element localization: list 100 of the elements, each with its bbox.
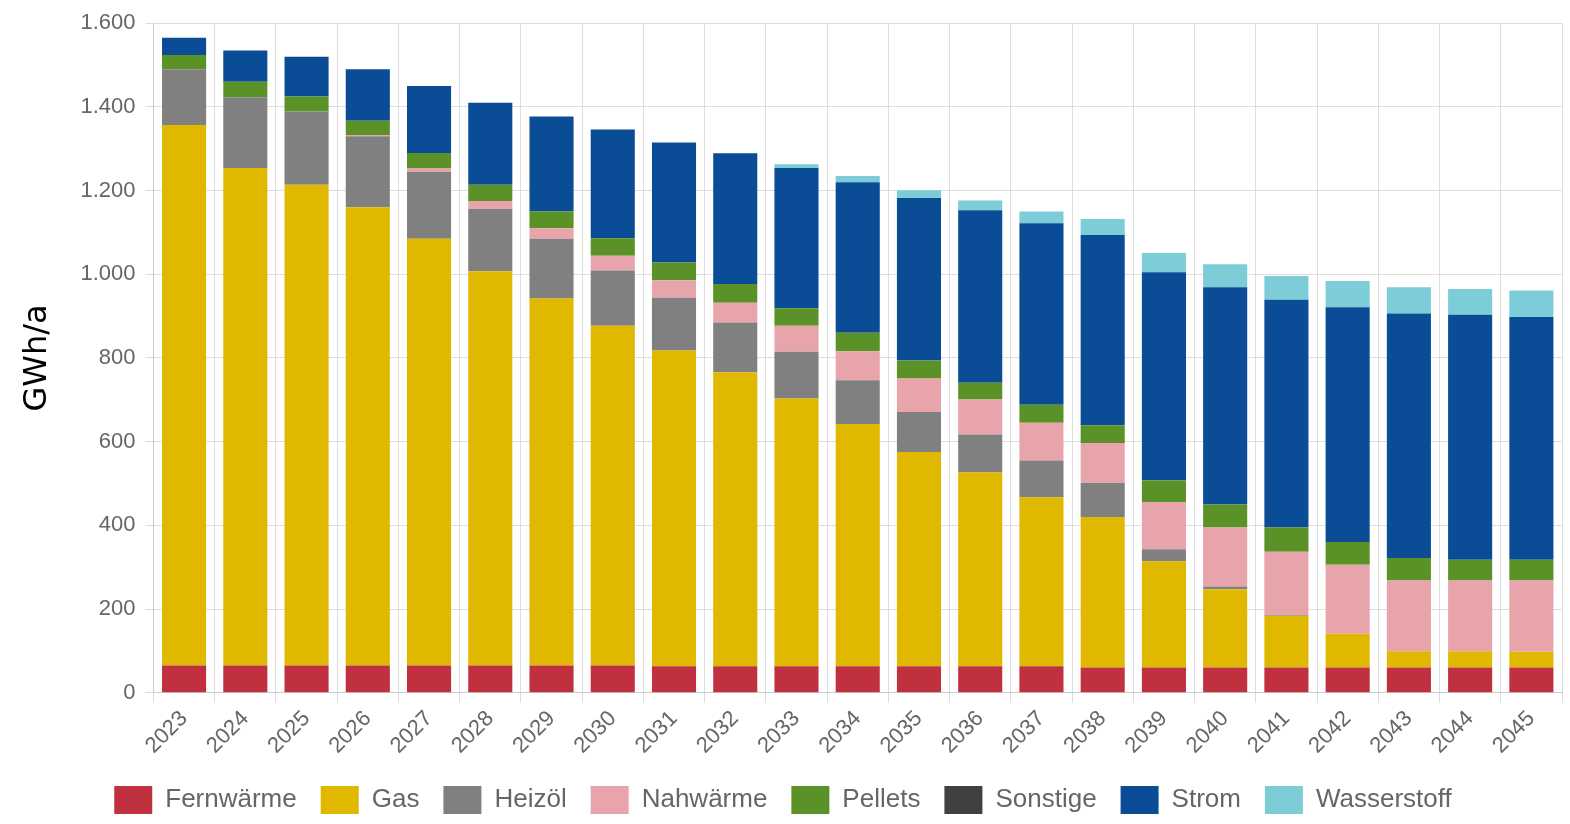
- bar: [1448, 559, 1493, 581]
- bar: [223, 50, 268, 82]
- bar: [590, 270, 635, 326]
- bar: [774, 351, 819, 399]
- bar: [1080, 425, 1125, 443]
- bar: [1509, 667, 1554, 693]
- bar: [651, 142, 697, 263]
- bar: [1386, 313, 1431, 558]
- bar: [1509, 559, 1554, 581]
- bar: [1264, 299, 1309, 528]
- bar: [713, 372, 758, 667]
- bar: [590, 325, 635, 666]
- bar: [1448, 314, 1493, 560]
- bar: [1141, 272, 1186, 481]
- bar: [713, 153, 758, 284]
- bar: [406, 665, 452, 693]
- bar: [1203, 527, 1248, 587]
- bar: [1141, 667, 1186, 693]
- bar: [345, 665, 390, 693]
- y-tick-label: 200: [98, 595, 136, 621]
- bar: [835, 666, 880, 693]
- bar: [1325, 633, 1370, 668]
- bar: [529, 665, 574, 693]
- bar: [1019, 211, 1064, 224]
- bar: [1264, 615, 1309, 668]
- bar: [1386, 580, 1431, 652]
- bar: [468, 201, 513, 209]
- bar: [223, 167, 268, 666]
- bar: [896, 452, 942, 667]
- bar: [529, 116, 574, 212]
- y-tick-label: 1.400: [80, 92, 136, 118]
- bar: [651, 297, 697, 351]
- bar: [162, 55, 207, 70]
- y-tick-label: 1.600: [80, 9, 136, 35]
- bar: [958, 399, 1003, 435]
- legend-label: Nahwärme: [641, 783, 768, 814]
- bar: [774, 666, 819, 693]
- bar: [345, 120, 390, 135]
- bar: [896, 411, 942, 453]
- bar: [1509, 580, 1554, 652]
- bar: [590, 238, 635, 256]
- bar: [1203, 586, 1248, 590]
- bar: [1019, 666, 1064, 693]
- bar: [1325, 667, 1370, 693]
- bar: [345, 207, 390, 666]
- bar: [1386, 651, 1431, 668]
- bar: [1325, 564, 1370, 634]
- bar: [284, 184, 329, 666]
- bar: [1264, 551, 1309, 615]
- bar: [1019, 404, 1064, 423]
- bar: [1203, 287, 1248, 505]
- bar: [468, 102, 513, 185]
- bar: [1019, 223, 1064, 405]
- legend-label: Heizöl: [494, 783, 567, 814]
- bar: [1509, 316, 1554, 560]
- bar: [835, 351, 880, 381]
- legend-label: Fernwärme: [165, 783, 297, 814]
- bar: [284, 111, 329, 185]
- bar: [223, 665, 268, 693]
- bar: [713, 322, 758, 373]
- bar: [651, 666, 697, 693]
- bar: [406, 152, 452, 168]
- bar: [162, 124, 207, 666]
- bar: [1080, 234, 1125, 426]
- bar: [896, 360, 942, 379]
- bar: [1386, 557, 1431, 581]
- bar: [1141, 561, 1186, 668]
- bar: [1141, 480, 1186, 502]
- bar: [345, 136, 390, 208]
- bar: [345, 69, 390, 121]
- bar: [958, 472, 1003, 667]
- bar: [1141, 252, 1186, 273]
- y-tick-label: 1.200: [80, 176, 136, 202]
- bar: [406, 85, 452, 153]
- bar: [713, 302, 758, 323]
- bar: [896, 378, 942, 412]
- bar: [651, 350, 697, 667]
- bar: [162, 665, 207, 693]
- bar: [162, 37, 207, 55]
- bar: [1203, 264, 1248, 288]
- bar: [958, 200, 1003, 211]
- bar: [590, 665, 635, 693]
- bar: [835, 182, 880, 333]
- bar: [1080, 482, 1125, 517]
- bar: [406, 238, 452, 666]
- bar: [1019, 497, 1064, 667]
- bar: [406, 167, 452, 172]
- bar: [1264, 527, 1309, 552]
- bar: [1203, 504, 1248, 528]
- bar: [162, 69, 207, 125]
- bar: [835, 380, 880, 425]
- bar: [835, 424, 880, 667]
- legend-label: Strom: [1171, 783, 1241, 814]
- bar: [1203, 667, 1248, 693]
- y-tick-label: 800: [98, 344, 136, 370]
- bar: [774, 308, 819, 326]
- bar: [896, 190, 942, 199]
- bar: [958, 666, 1003, 693]
- bar: [468, 271, 513, 666]
- legend-label: Wasserstoff: [1315, 783, 1453, 814]
